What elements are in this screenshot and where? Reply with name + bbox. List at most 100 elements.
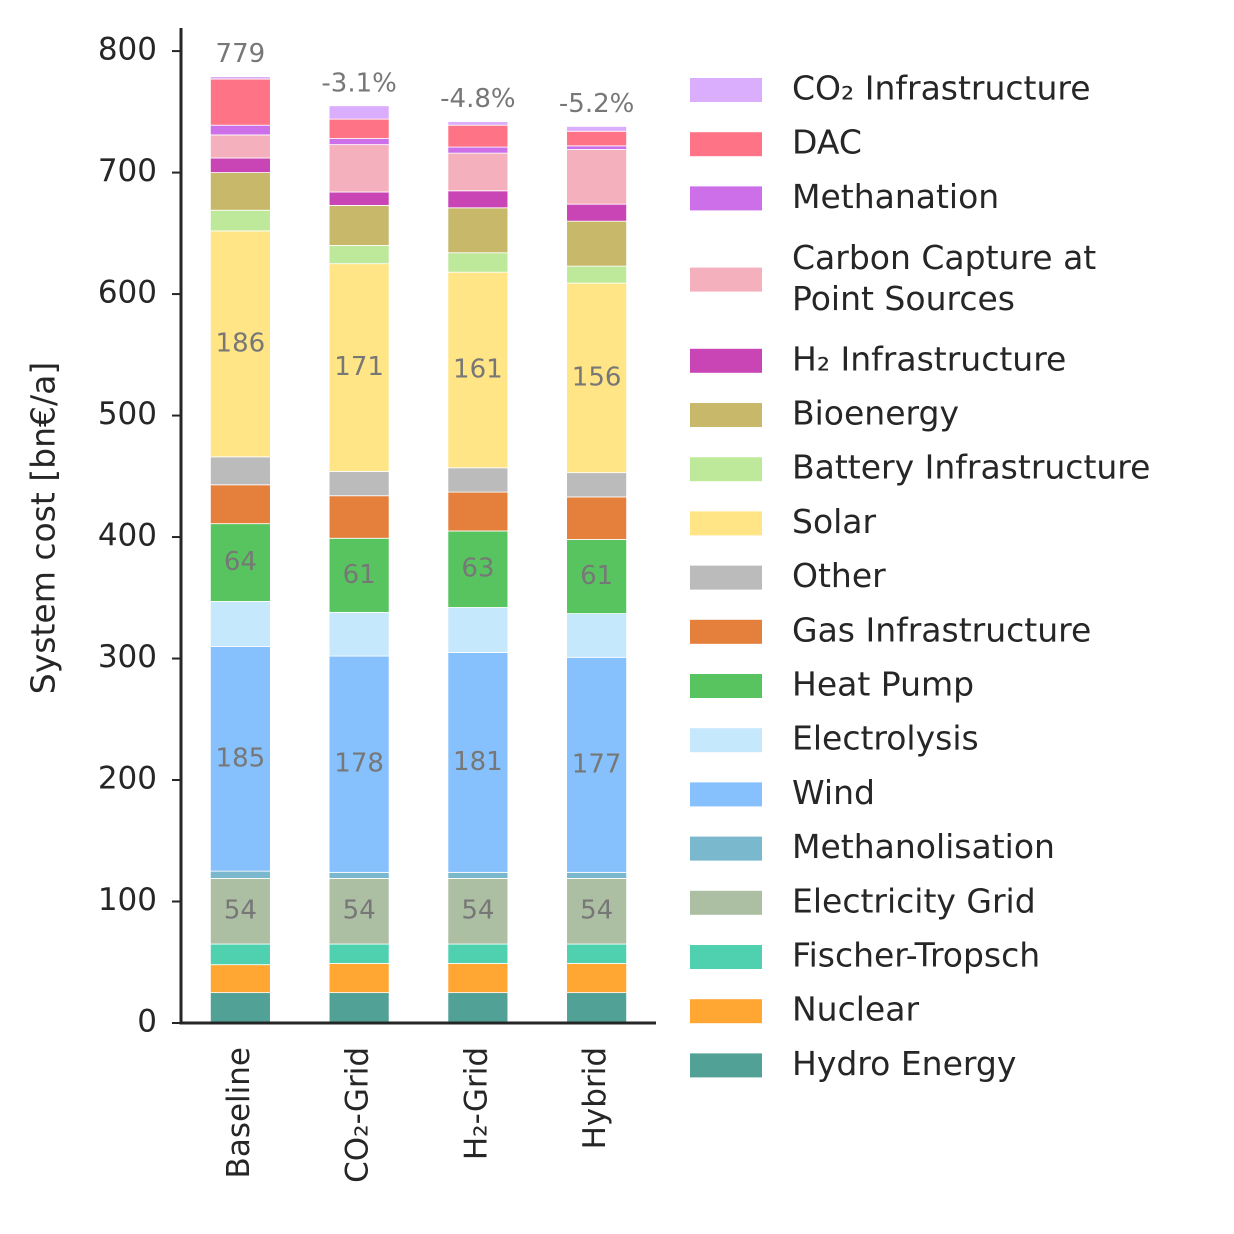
bar-segment xyxy=(328,992,390,1024)
data-label: 178 xyxy=(334,749,384,779)
bar-segment xyxy=(566,220,628,267)
x-tick-label: Hybrid xyxy=(577,1047,613,1149)
data-label: 61 xyxy=(343,560,376,590)
y-tick-label: 300 xyxy=(98,639,157,675)
bar-segment xyxy=(209,172,271,211)
legend-label: DAC xyxy=(792,123,862,162)
total-label: -4.8% xyxy=(440,84,515,114)
data-label: 177 xyxy=(572,749,622,779)
bar-segment xyxy=(566,871,628,879)
bar-segment xyxy=(566,963,628,994)
bar-segment xyxy=(566,539,628,614)
bar-segment xyxy=(328,471,390,497)
legend-swatch xyxy=(690,728,762,753)
bar-segment xyxy=(328,245,390,265)
bar-segment xyxy=(566,282,628,474)
bar-segment xyxy=(566,943,628,964)
bar-segment xyxy=(328,878,390,945)
bar-segment xyxy=(328,263,390,472)
bar-segment xyxy=(447,121,509,126)
legend-swatch xyxy=(690,945,762,969)
bar-segment xyxy=(566,203,628,222)
y-tick-label: 600 xyxy=(98,275,157,311)
bar-segment xyxy=(328,144,390,193)
legend-swatch xyxy=(690,565,762,590)
legend-swatch xyxy=(690,267,762,292)
bar-segment xyxy=(447,878,509,945)
bar-segment xyxy=(328,204,390,246)
bar-segment xyxy=(209,992,271,1024)
bar-segment xyxy=(566,265,628,284)
legend-swatch xyxy=(690,999,762,1024)
data-label: 54 xyxy=(580,896,613,926)
legend-label: Gas Infrastructure xyxy=(792,610,1091,649)
legend-label: Heat Pump xyxy=(792,665,974,704)
bar-segment xyxy=(209,878,271,945)
bar-segment xyxy=(209,645,271,872)
data-label: 181 xyxy=(453,747,503,777)
legend-swatch xyxy=(690,619,762,644)
legend-swatch xyxy=(690,1053,762,1078)
bar-segment xyxy=(328,118,390,139)
data-label: 161 xyxy=(453,354,503,384)
data-label: 171 xyxy=(334,352,384,382)
bar-segment xyxy=(566,472,628,498)
y-tick-label: 0 xyxy=(137,1004,157,1040)
bar-segment xyxy=(209,484,271,525)
legend-swatch xyxy=(690,78,762,102)
data-label: 61 xyxy=(580,561,613,591)
y-axis-label: System cost [bn€/a] xyxy=(24,362,63,694)
bar-segment xyxy=(447,943,509,964)
bar-segment xyxy=(447,871,509,879)
total-label: 779 xyxy=(216,39,266,69)
legend-swatch xyxy=(690,674,762,698)
bar-segment xyxy=(447,152,509,192)
bar-segment xyxy=(209,124,271,136)
bar-segment xyxy=(328,963,390,994)
x-tick-label: Baseline xyxy=(221,1047,257,1178)
legend-swatch xyxy=(690,348,762,373)
bar-segment xyxy=(447,252,509,273)
data-label: 186 xyxy=(216,328,266,358)
bar-segment xyxy=(566,149,628,205)
bar-segment xyxy=(328,191,390,206)
bar-segment xyxy=(328,138,390,146)
bar-segment xyxy=(447,146,509,154)
y-tick-label: 200 xyxy=(98,761,157,797)
legend-label: CO₂ Infrastructure xyxy=(792,69,1091,108)
bar-segment xyxy=(328,943,390,964)
legend-swatch xyxy=(690,782,762,807)
bar-segment xyxy=(328,537,390,613)
bar-segment xyxy=(447,491,509,532)
x-tick-label: CO₂-Grid xyxy=(340,1047,376,1183)
legend-label: Electrolysis xyxy=(792,719,979,758)
bar-segment xyxy=(447,963,509,994)
bar-segment xyxy=(566,496,628,540)
bar-segment xyxy=(328,611,390,657)
legend-swatch xyxy=(690,511,762,536)
bar-segment xyxy=(328,495,390,539)
bar-segment xyxy=(209,230,271,458)
bar-segment xyxy=(209,134,271,159)
bar-segment xyxy=(447,607,509,653)
legend-swatch xyxy=(690,132,762,157)
data-label: 54 xyxy=(224,896,257,926)
y-tick-label: 800 xyxy=(98,32,157,68)
bar-segment xyxy=(328,655,390,873)
legend-label: H₂ Infrastructure xyxy=(792,339,1066,378)
y-tick-label: 500 xyxy=(98,396,157,432)
bar-segment xyxy=(566,656,628,873)
legend-label: Fischer-Tropsch xyxy=(792,936,1040,975)
bar-segment xyxy=(209,78,271,126)
bar-segment xyxy=(209,76,271,80)
bar-segment xyxy=(447,992,509,1024)
legend-swatch xyxy=(690,836,762,861)
legend-swatch xyxy=(690,186,762,211)
y-tick-label: 400 xyxy=(98,518,157,554)
data-label: 156 xyxy=(572,362,622,392)
bar-segment xyxy=(209,157,271,173)
legend-swatch xyxy=(690,457,762,482)
total-label: -5.2% xyxy=(559,89,634,119)
bar-segment xyxy=(447,467,509,493)
